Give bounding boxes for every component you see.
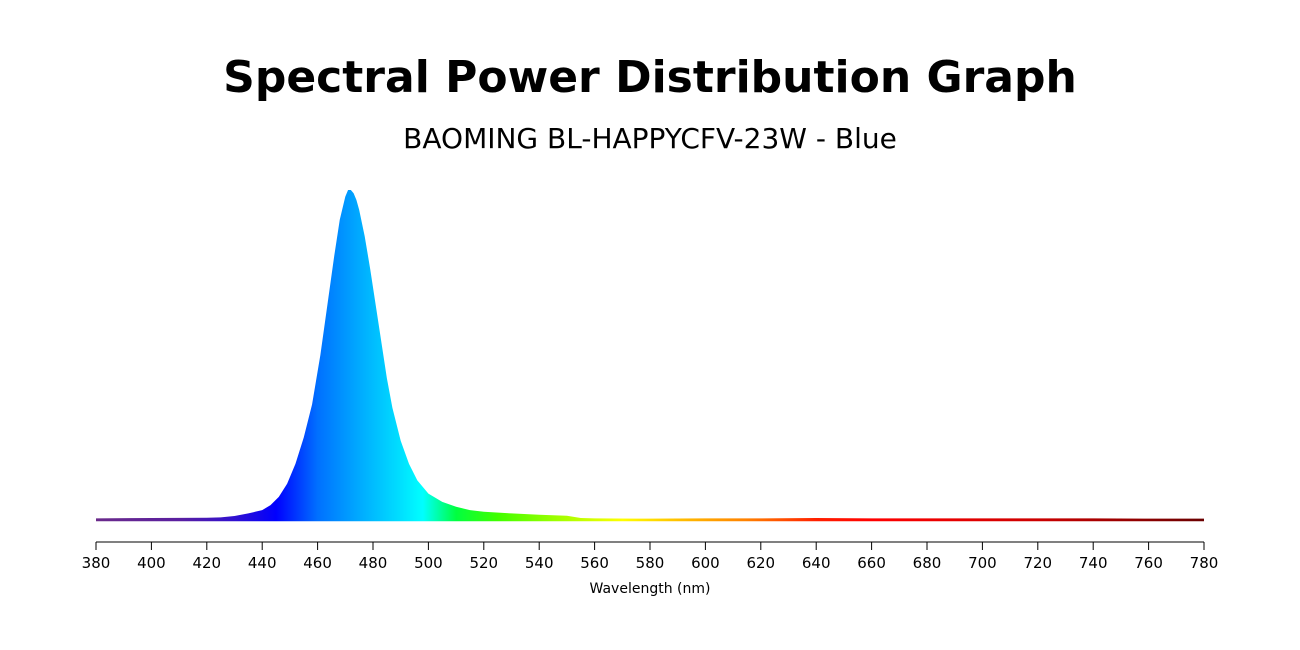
x-tick-label: 700 xyxy=(968,554,997,572)
x-tick-label: 480 xyxy=(359,554,388,572)
x-tick-label: 520 xyxy=(469,554,498,572)
x-tick-label: 660 xyxy=(857,554,886,572)
x-tick-label: 420 xyxy=(192,554,221,572)
x-tick-label: 640 xyxy=(802,554,831,572)
x-tick-label: 580 xyxy=(636,554,665,572)
spectrum-area xyxy=(96,190,1204,520)
x-axis: 380 400 420 440 460 480 500 520 540 560 580 600 620 6… xyxy=(82,541,1219,572)
x-tick-label: 780 xyxy=(1190,554,1219,572)
x-tick-label: 740 xyxy=(1079,554,1108,572)
x-tick-label: 500 xyxy=(414,554,443,572)
x-tick-label: 600 xyxy=(691,554,720,572)
x-tick-label: 400 xyxy=(137,554,166,572)
chart-subtitle: BAOMING BL-HAPPYCFV-23W - Blue xyxy=(403,122,897,155)
x-tick-label: 440 xyxy=(248,554,277,572)
x-tick-label: 680 xyxy=(913,554,942,572)
plot-area xyxy=(96,190,1204,522)
x-tick-label: 540 xyxy=(525,554,554,572)
x-tick-label: 620 xyxy=(746,554,775,572)
x-tick-label: 560 xyxy=(580,554,609,572)
x-tick-label: 380 xyxy=(82,554,111,572)
x-axis-label: Wavelength (nm) xyxy=(590,581,711,597)
chart-title: Spectral Power Distribution Graph xyxy=(223,52,1077,103)
x-tick-label: 720 xyxy=(1023,554,1052,572)
x-tick-label: 460 xyxy=(303,554,332,572)
x-tick-label: 760 xyxy=(1134,554,1163,572)
